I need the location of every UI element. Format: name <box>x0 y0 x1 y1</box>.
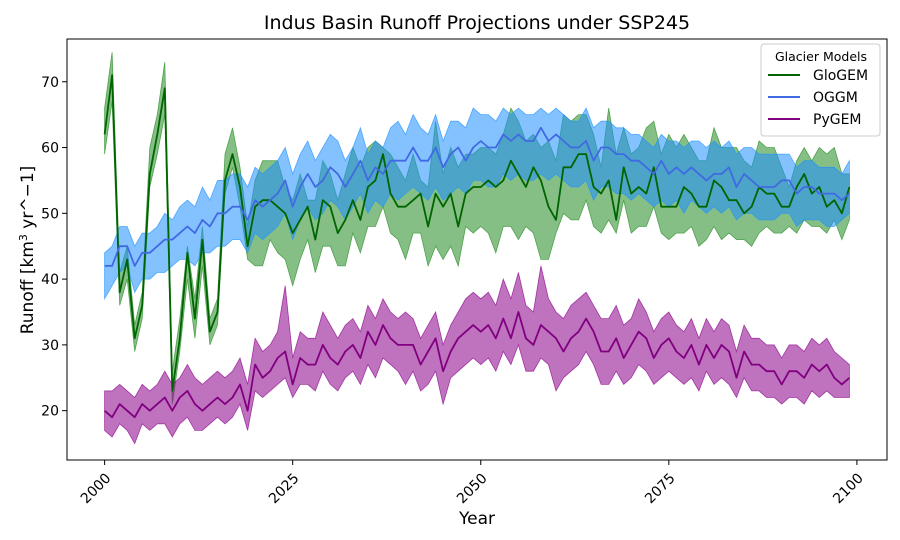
x-tick-label-2025: 2025 <box>266 471 303 508</box>
x-tick-label-2100: 2100 <box>830 471 867 508</box>
y-axis-label-sup: 3 <box>17 234 30 241</box>
legend-label-pygem: PyGEM <box>813 112 862 128</box>
y-axis-label-main: Runoff [km <box>18 241 38 334</box>
x-axis-label: Year <box>458 509 495 529</box>
y-tick-label-70: 70 <box>41 75 59 91</box>
y-tick-label-60: 60 <box>41 141 59 157</box>
series-glogem-line <box>103 74 851 392</box>
x-tick-label-2000: 2000 <box>78 471 115 508</box>
legend-title: Glacier Models <box>775 49 867 64</box>
series-pygem-line <box>104 311 850 419</box>
y-axis-label: Runoff [km3 yr^−1] <box>17 166 39 335</box>
y-tick-label-50: 50 <box>41 206 59 222</box>
series-oggm-line <box>104 126 850 267</box>
y-axis: 20 30 40 50 60 70 <box>41 75 67 420</box>
y-tick-label-20: 20 <box>41 404 59 420</box>
plot-area <box>103 52 851 445</box>
plot-frame <box>66 38 888 461</box>
y-tick-label-40: 40 <box>41 272 59 288</box>
y-tick-label-30: 30 <box>41 338 59 354</box>
series-pygem-band <box>104 265 850 445</box>
legend-label-oggm: OGGM <box>813 90 858 106</box>
x-tick-label-2050: 2050 <box>454 471 491 508</box>
legend-label-glogem: GloGEM <box>813 68 868 84</box>
x-tick-label-2075: 2075 <box>642 471 679 508</box>
legend-box <box>760 43 881 137</box>
x-axis: 2000 2025 2050 2075 2100 <box>78 460 867 507</box>
legend: Glacier Models GloGEM OGGM PyGEM <box>760 43 881 137</box>
y-axis-label-rest: yr^−1] <box>18 166 38 234</box>
chart-title: Indus Basin Runoff Projections under SSP… <box>264 12 690 34</box>
